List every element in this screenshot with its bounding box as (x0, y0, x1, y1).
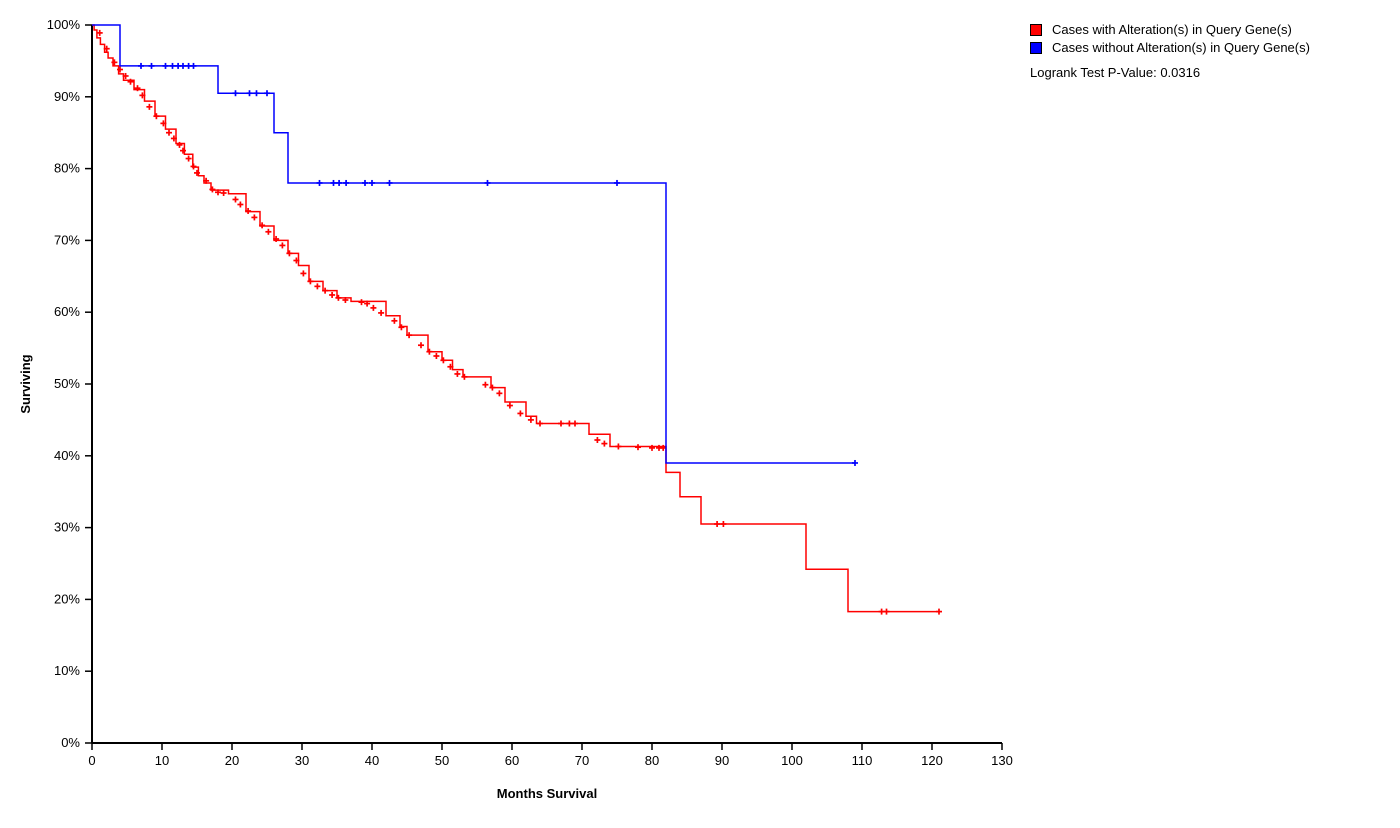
svg-text:120: 120 (921, 753, 943, 768)
svg-text:50%: 50% (54, 376, 80, 391)
svg-text:20: 20 (225, 753, 239, 768)
legend-item-with-alteration: Cases with Alteration(s) in Query Gene(s… (1030, 22, 1310, 37)
svg-text:80: 80 (645, 753, 659, 768)
svg-text:60: 60 (505, 753, 519, 768)
svg-text:100: 100 (781, 753, 803, 768)
svg-text:90%: 90% (54, 89, 80, 104)
svg-text:60%: 60% (54, 304, 80, 319)
svg-text:40%: 40% (54, 448, 80, 463)
kaplan-meier-plot: 0 10 20 30 40 50 60 70 80 90 100 110 120 130 0% 10% 20% 3… (0, 0, 1400, 828)
svg-text:0: 0 (88, 753, 95, 768)
svg-text:110: 110 (852, 753, 873, 768)
legend: Cases with Alteration(s) in Query Gene(s… (1030, 22, 1310, 80)
svg-text:70: 70 (575, 753, 589, 768)
svg-text:30%: 30% (54, 520, 80, 535)
logrank-pvalue: Logrank Test P-Value: 0.0316 (1030, 65, 1310, 80)
svg-text:90: 90 (715, 753, 729, 768)
svg-text:40: 40 (365, 753, 379, 768)
svg-text:0%: 0% (61, 735, 80, 750)
svg-text:80%: 80% (54, 161, 80, 176)
svg-text:70%: 70% (54, 232, 80, 247)
legend-swatch-without-alteration (1030, 42, 1042, 54)
legend-item-without-alteration: Cases without Alteration(s) in Query Gen… (1030, 40, 1310, 55)
legend-label-with-alteration: Cases with Alteration(s) in Query Gene(s… (1052, 22, 1292, 37)
svg-text:30: 30 (295, 753, 309, 768)
svg-text:50: 50 (435, 753, 449, 768)
svg-text:Months Survival: Months Survival (497, 786, 597, 801)
svg-text:20%: 20% (54, 591, 80, 606)
svg-text:130: 130 (991, 753, 1013, 768)
svg-text:10%: 10% (54, 663, 80, 678)
legend-label-without-alteration: Cases without Alteration(s) in Query Gen… (1052, 40, 1310, 55)
svg-text:Surviving: Surviving (18, 354, 33, 413)
svg-text:10: 10 (155, 753, 169, 768)
legend-swatch-with-alteration (1030, 24, 1042, 36)
svg-text:100%: 100% (47, 17, 81, 32)
